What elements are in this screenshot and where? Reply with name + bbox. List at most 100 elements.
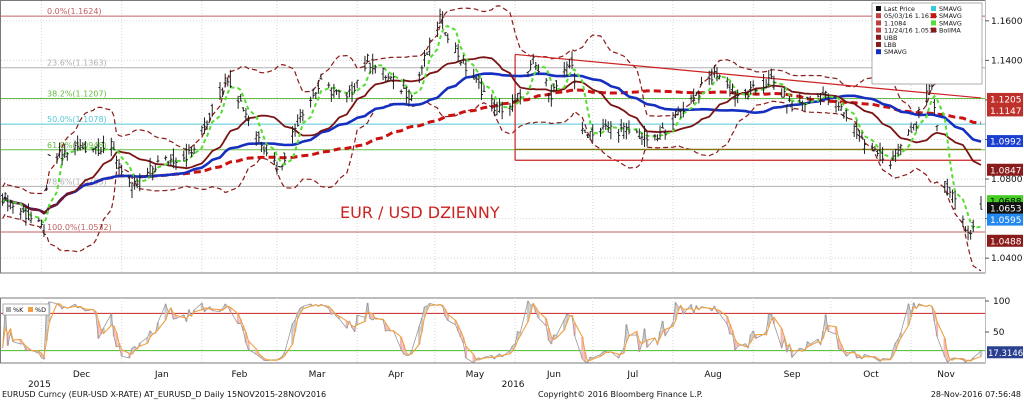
year-label: 2016 <box>502 380 525 390</box>
price-badge-label: 1.1205 <box>990 95 1022 105</box>
stochastic-spread-bar <box>490 355 493 358</box>
stochastic-spread-bar <box>674 302 677 321</box>
price-badge-label: 1.1147 <box>990 107 1022 117</box>
stochastic-spread-bar <box>824 314 827 330</box>
stochastic-spread-bar <box>806 341 809 348</box>
stochastic-spread-bar <box>110 313 113 326</box>
price-badge-label: 1.0847 <box>990 166 1022 176</box>
stochastic-spread-bar <box>446 314 449 321</box>
stochastic-spread-bar <box>387 327 390 331</box>
month-label: Mar <box>309 370 326 380</box>
price-tick-label: 1.0800 <box>991 175 1023 185</box>
stochastic-spread-bar <box>208 306 211 310</box>
oscillator-legend-swatch <box>6 307 11 312</box>
legend-label: BollMA <box>939 27 961 35</box>
stochastic-spread-bar <box>946 351 949 362</box>
stochastic-spread-bar <box>972 357 975 360</box>
stochastic-spread-bar <box>625 324 628 342</box>
stochastic-spread-bar <box>583 352 587 362</box>
stochastic-spread-bar <box>337 316 341 319</box>
stochastic-spread-bar <box>573 322 576 336</box>
stochastic-spread-bar <box>604 351 607 353</box>
stochastic-spread-bar <box>754 334 758 339</box>
stochastic-spread-bar <box>102 327 105 334</box>
stochastic-spread-bar <box>547 328 550 341</box>
stochastic-spread-bar <box>117 343 121 347</box>
price-badge <box>987 163 1023 176</box>
stochastic-spread-bar <box>205 307 209 310</box>
stochastic-spread-bar <box>97 320 100 339</box>
stochastic-spread-bar <box>855 354 858 359</box>
oscillator-legend-label: %D <box>35 306 46 314</box>
stochastic-spread-bar <box>138 343 141 347</box>
stochastic-spread-bar <box>128 353 131 358</box>
stochastic-spread-bar <box>405 352 408 356</box>
stochastic-spread-bar <box>840 344 843 350</box>
stochastic-spread-bar <box>785 346 789 352</box>
stochastic-spread-bar <box>710 308 714 311</box>
stochastic-spread-bar <box>410 351 413 354</box>
stochastic-spread-bar <box>891 349 895 356</box>
stochastic-spread-bar <box>200 303 204 310</box>
axis-area <box>985 0 1024 380</box>
stochastic-spread-bar <box>239 319 242 324</box>
stochastic-spread-bar <box>3 308 7 329</box>
stochastic-spread-bar <box>519 332 522 336</box>
price-badge-label: 1.0488 <box>990 237 1022 247</box>
stochastic-spread-bar <box>790 351 794 358</box>
stochastic-spread-bar <box>291 323 294 345</box>
stochastic-spread-bar <box>459 331 462 338</box>
stochastic-spread-bar <box>299 307 302 314</box>
stochastic-spread-bar <box>912 302 915 307</box>
price-tick-label: 1.0400 <box>991 254 1023 264</box>
stochastic-spread-bar <box>842 350 846 353</box>
legend-swatch <box>876 27 881 33</box>
stochastic-spread-bar <box>601 351 605 355</box>
legend-label: 11/24/16 1.0518 <box>884 27 937 35</box>
stochastic-spread-bar <box>355 315 359 325</box>
stochastic-spread-bar <box>516 331 519 341</box>
month-label: Jan <box>154 370 169 380</box>
stochastic-spread-bar <box>27 348 30 351</box>
stochastic-spread-bar <box>555 335 558 338</box>
legend-label: SMAVG <box>939 5 962 13</box>
stochastic-spread-bar <box>676 307 680 311</box>
stochastic-spread-bar <box>550 336 553 344</box>
stochastic-spread-bar <box>749 334 752 343</box>
fibonacci-level-label: 0.0%(1.1624) <box>47 7 102 16</box>
stochastic-spread-bar <box>907 303 910 326</box>
stochastic-spread-bar <box>73 304 77 307</box>
stochastic-spread-bar <box>260 356 263 358</box>
stochastic-spread-bar <box>899 332 902 339</box>
stochastic-spread-bar <box>368 312 372 319</box>
month-label: Jun <box>546 370 561 380</box>
stochastic-spread-bar <box>423 307 426 318</box>
stochastic-spread-bar <box>45 306 48 341</box>
oscillator-tick-label: 100 <box>993 297 1010 307</box>
legend-swatch <box>931 6 936 11</box>
stochastic-spread-bar <box>428 303 431 306</box>
legend-swatch <box>876 42 881 47</box>
month-label: Oct <box>863 370 879 380</box>
fibonacci-level-label: 38.2%(1.1207) <box>47 90 107 99</box>
legend-swatch <box>876 13 881 19</box>
stochastic-spread-bar <box>638 340 641 352</box>
price-badge <box>987 92 1023 105</box>
stochastic-spread-bar <box>133 346 136 351</box>
price-badge <box>987 104 1023 117</box>
stochastic-spread-bar <box>599 354 602 357</box>
legend-swatch <box>876 49 881 55</box>
stochastic-spread-bar <box>400 337 403 350</box>
stochastic-spread-bar <box>24 345 28 350</box>
fibonacci-level-label: 50.0%(1.1078) <box>47 115 107 124</box>
stochastic-spread-bar <box>935 321 939 337</box>
stochastic-spread-bar <box>873 356 877 359</box>
stochastic-spread-bar <box>247 341 250 350</box>
stochastic-spread-bar <box>420 317 424 332</box>
stochastic-spread-bar <box>500 355 504 357</box>
stochastic-spread-bar <box>511 345 514 352</box>
stochastic-spread-bar <box>130 348 134 355</box>
month-label: Aug <box>704 370 722 380</box>
stochastic-spread-bar <box>858 355 861 358</box>
